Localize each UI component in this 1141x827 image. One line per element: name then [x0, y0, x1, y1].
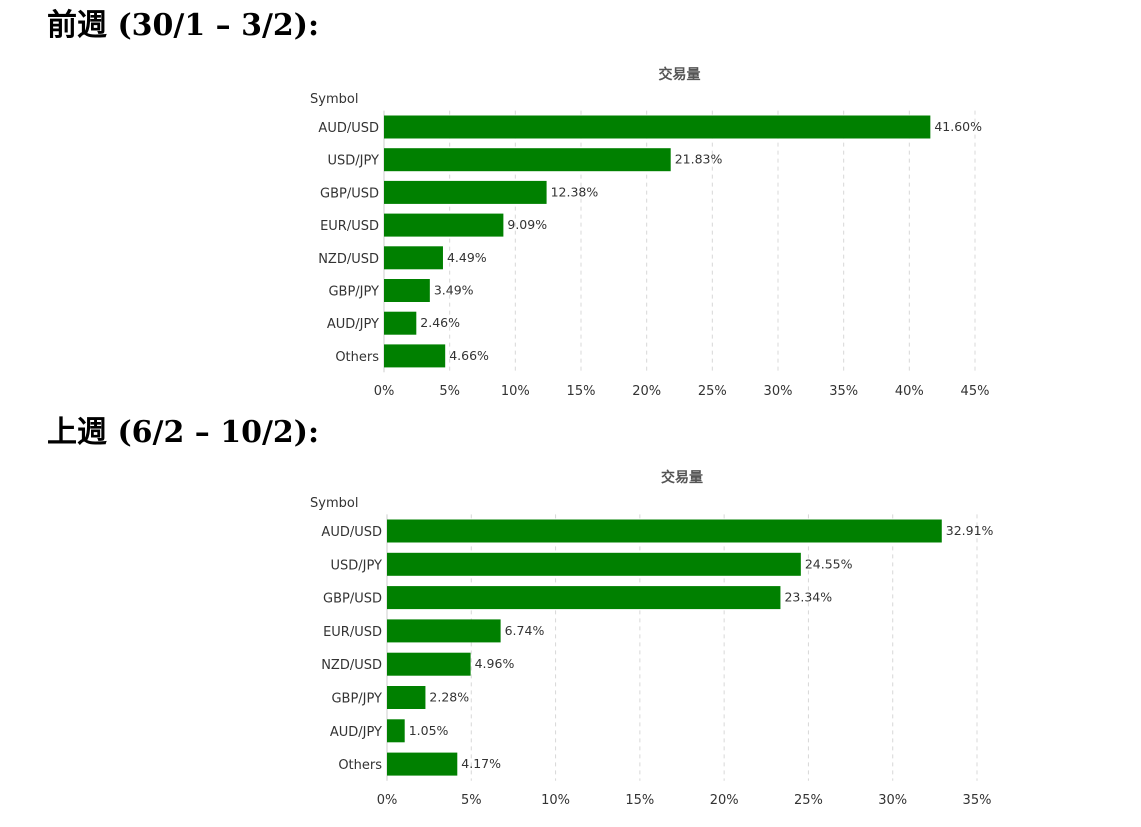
x-tick-label: 5% [461, 793, 482, 808]
x-tick-label: 30% [878, 793, 907, 808]
bar [384, 344, 446, 368]
bar [384, 311, 417, 335]
x-tick-label: 45% [961, 384, 990, 399]
category-label: AUD/USD [318, 121, 379, 136]
x-tick-label: 35% [963, 793, 992, 808]
x-tick-label: 40% [895, 384, 924, 399]
category-label: EUR/USD [320, 219, 379, 234]
bar [387, 552, 801, 576]
category-label: AUD/USD [321, 525, 382, 540]
x-tick-label: 25% [794, 793, 823, 808]
category-label: USD/JPY [331, 558, 383, 573]
data-label: 21.83% [675, 152, 723, 167]
category-label: GBP/USD [323, 592, 382, 607]
bar [387, 752, 458, 776]
bar [387, 719, 405, 743]
data-label: 32.91% [946, 523, 994, 538]
category-label: GBP/JPY [328, 285, 379, 300]
x-tick-label: 25% [698, 384, 727, 399]
x-tick-label: 30% [764, 384, 793, 399]
category-label: GBP/JPY [331, 692, 382, 707]
data-label: 4.96% [475, 656, 515, 671]
data-label: 4.17% [461, 756, 501, 771]
x-tick-label: 15% [567, 384, 596, 399]
bar [387, 686, 426, 709]
category-label: EUR/USD [323, 625, 382, 640]
category-label: AUD/JPY [330, 725, 382, 740]
bar [384, 115, 931, 139]
volume-chart-previous-week: 交易量 Symbol 0% 5% 10% 15% 20% 25% 30% 35% 40% 45% AUD… [310, 66, 990, 399]
chart-title: 交易量 [659, 66, 701, 83]
x-tick-label: 0% [374, 384, 395, 399]
category-label: AUD/JPY [327, 317, 379, 332]
x-tick-label: 20% [632, 384, 661, 399]
category-label: GBP/USD [320, 186, 379, 201]
bar [384, 246, 443, 270]
data-label: 12.38% [551, 184, 599, 199]
data-label: 23.34% [784, 590, 832, 605]
category-label: Others [338, 758, 382, 773]
section-heading-last-week: 上週 (6/2 – 10/2): [47, 415, 320, 450]
bar [384, 213, 504, 237]
category-label: NZD/USD [321, 658, 382, 673]
data-label: 2.28% [429, 690, 469, 705]
y-axis-label: Symbol [310, 496, 358, 511]
bar [387, 586, 781, 610]
x-tick-label: 0% [377, 793, 398, 808]
data-label: 2.46% [420, 315, 460, 330]
chart-title: 交易量 [661, 469, 703, 486]
bar [384, 180, 547, 204]
category-label: NZD/USD [318, 252, 379, 267]
bar [387, 652, 471, 676]
y-axis-label: Symbol [310, 92, 358, 107]
bar [387, 619, 501, 643]
bar [387, 519, 942, 543]
x-tick-label: 35% [829, 384, 858, 399]
x-tick-label: 15% [625, 793, 654, 808]
data-label: 4.49% [447, 250, 487, 265]
bar [384, 148, 671, 172]
data-label: 9.09% [507, 217, 547, 232]
x-tick-label: 10% [501, 384, 530, 399]
category-label: Others [335, 350, 379, 365]
data-label: 1.05% [409, 723, 449, 738]
volume-chart-last-week: 交易量 Symbol 0% 5% 10% 15% 20% 25% 30% 35% AUD/USD 32… [310, 469, 994, 808]
data-label: 4.66% [449, 348, 489, 363]
data-label: 3.49% [434, 283, 474, 298]
x-tick-label: 10% [541, 793, 570, 808]
category-label: USD/JPY [328, 154, 380, 169]
x-tick-label: 5% [439, 384, 460, 399]
x-tick-label: 20% [710, 793, 739, 808]
data-label: 6.74% [505, 623, 545, 638]
data-label: 41.60% [934, 119, 982, 134]
section-heading-previous-week: 前週 (30/1 – 3/2): [47, 8, 320, 43]
data-label: 24.55% [805, 556, 853, 571]
bar [384, 279, 430, 302]
